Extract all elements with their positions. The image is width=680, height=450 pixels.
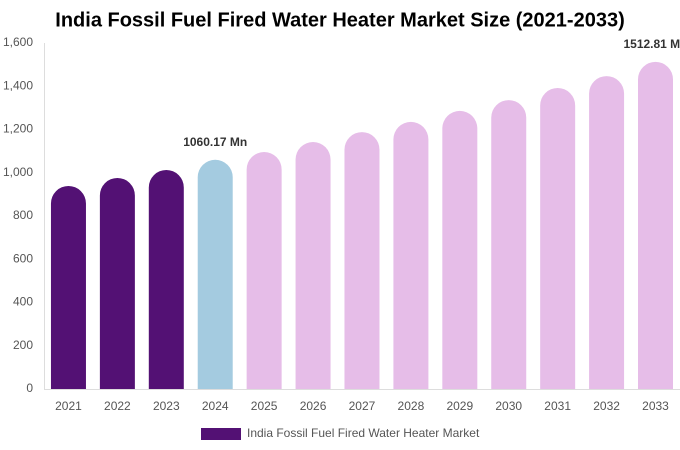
- x-tick-label: 2023: [153, 399, 180, 413]
- x-tick-label: 2033: [642, 399, 669, 413]
- bar: [540, 87, 576, 389]
- x-tick-label: 2022: [104, 399, 131, 413]
- y-tick-label: 1,600: [3, 35, 33, 49]
- bar: [491, 100, 527, 389]
- y-tick-label: 0: [26, 381, 33, 395]
- x-tick-label: 2028: [398, 399, 425, 413]
- y-tick-label: 600: [13, 251, 33, 265]
- bar: [197, 159, 233, 389]
- y-tick-label: 1,000: [3, 165, 33, 179]
- y-tick-label: 1,200: [3, 122, 33, 136]
- bar: [246, 151, 282, 389]
- bar: [99, 177, 135, 389]
- y-tick-label: 400: [13, 295, 33, 309]
- value-label: 1512.81 Mn: [623, 37, 680, 51]
- x-tick-label: 2021: [55, 399, 82, 413]
- y-tick-label: 800: [13, 208, 33, 222]
- bar: [442, 110, 478, 389]
- chart-title: India Fossil Fuel Fired Water Heater Mar…: [55, 9, 624, 31]
- bar: [50, 185, 86, 389]
- y-tick-label: 1,400: [3, 78, 33, 92]
- x-tick-label: 2031: [544, 399, 571, 413]
- bar: [638, 61, 673, 390]
- legend-swatch: [201, 428, 241, 440]
- x-tick-label: 2026: [300, 399, 327, 413]
- value-label: 1060.17 Mn: [183, 135, 247, 149]
- bar: [295, 142, 331, 389]
- x-tick-label: 2032: [593, 399, 620, 413]
- legend-label: India Fossil Fuel Fired Water Heater Mar…: [247, 426, 480, 440]
- bar: [393, 121, 429, 389]
- x-tick-label: 2025: [251, 399, 278, 413]
- bar: [344, 132, 380, 389]
- x-tick-label: 2027: [349, 399, 376, 413]
- x-tick-label: 2030: [495, 399, 522, 413]
- bar: [148, 169, 184, 389]
- x-tick-label: 2029: [446, 399, 473, 413]
- bar: [589, 76, 625, 390]
- x-tick-label: 2024: [202, 399, 229, 413]
- y-tick-label: 200: [13, 338, 33, 352]
